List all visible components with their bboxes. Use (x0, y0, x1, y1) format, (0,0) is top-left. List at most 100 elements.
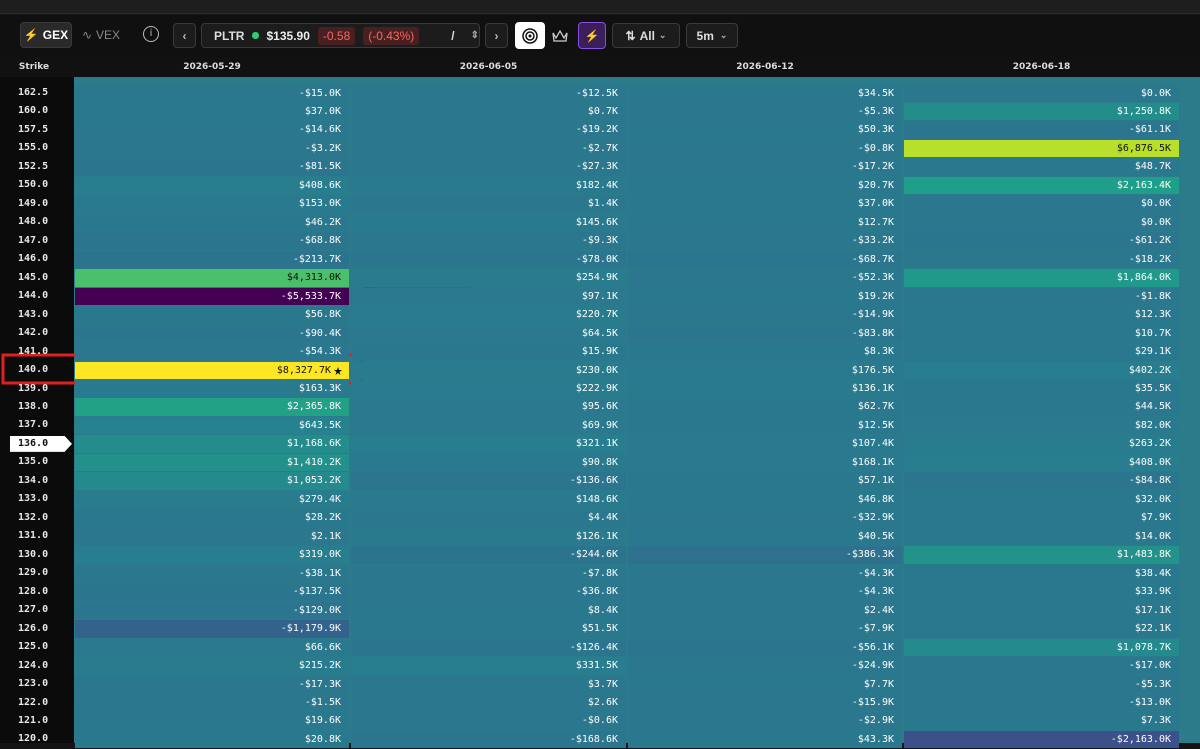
gex-cell: $8,327.7K (75, 361, 349, 380)
info-icon[interactable]: i (143, 26, 159, 42)
current-strike: 136.0 (10, 435, 72, 452)
gex-cell: $32.0K (904, 490, 1179, 509)
gex-cell: $220.7K (351, 306, 626, 324)
lightning-button[interactable]: ⚡ (578, 22, 606, 49)
prev-button[interactable]: ‹ (173, 23, 196, 48)
gex-cell: -$61.2K (904, 232, 1179, 250)
strike-label: 141.0 (18, 345, 49, 357)
gex-cell: -$7.9K (628, 620, 902, 638)
gex-cell: -$244.6K (351, 546, 626, 564)
gex-cell: $37.0K (75, 102, 349, 121)
gex-cell: $222.9K (351, 380, 626, 398)
separator: / (451, 28, 455, 43)
gex-cell: -$33.2K (628, 232, 902, 250)
interval-dropdown[interactable]: 5m ⌄ (686, 23, 738, 48)
gex-cell: $50.3K (628, 121, 902, 139)
gex-cell: $1,250.8K (904, 102, 1179, 121)
gex-cell: $8.4K (351, 601, 626, 620)
gex-cell: -$9.3K (351, 232, 626, 250)
gex-cell: -$61.1K (904, 121, 1179, 139)
gex-cell: $176.5K (628, 361, 902, 380)
gex-cell: $7.9K (904, 509, 1179, 527)
strike-label: 162.5 (18, 87, 49, 98)
gex-cell: $35.5K (904, 380, 1179, 398)
gex-cell: -$18.2K (904, 250, 1179, 269)
crown-button[interactable] (548, 22, 572, 49)
gex-cell: $64.5K (351, 324, 626, 343)
sort-icon: ⇕ (470, 30, 479, 41)
change: -0.58 (317, 26, 356, 45)
gex-cell: $107.4K (628, 435, 902, 453)
strike-label: 138.0 (18, 400, 49, 412)
gex-cell: $17.1K (904, 601, 1179, 620)
gex-cell: $2,163.4K (904, 176, 1179, 195)
gex-cell: $97.1K (351, 287, 626, 306)
target-button[interactable] (515, 22, 545, 49)
gex-cell: $12.7K (628, 213, 902, 232)
gex-cell: $34.5K (628, 84, 902, 102)
gex-cell: -$36.8K (351, 583, 626, 601)
gex-cell: $136.1K (628, 380, 902, 398)
strike-label: 145.0 (18, 271, 49, 283)
gex-cell: $331.5K (351, 657, 626, 675)
gex-cell: $69.9K (351, 416, 626, 435)
gex-cell: $19.6K (75, 712, 349, 730)
gex-cell: -$13.0K (904, 694, 1179, 712)
gex-cell: $0.0K (904, 195, 1179, 213)
strike-label: 131.0 (18, 530, 49, 542)
strike-label: 128.0 (18, 585, 49, 597)
header-row: Strike 2026-05-29 2026-06-05 2026-06-12 2026… (0, 57, 1200, 77)
strike-label: 133.0 (18, 493, 49, 505)
gex-cell: $44.5K (904, 398, 1179, 416)
strike-label: 134.0 (18, 474, 49, 486)
filter-dropdown[interactable]: ⇅ All ⌄ (612, 23, 680, 48)
gex-cell: -$1,179.9K (75, 620, 349, 638)
strike-header: Strike (18, 62, 50, 72)
gex-cell: $153.0K (75, 195, 349, 213)
gex-cell: $1,864.0K (904, 269, 1179, 287)
gex-cell: $22.1K (904, 620, 1179, 638)
gex-cell: -$137.5K (75, 583, 349, 601)
gex-cell: $12.5K (628, 416, 902, 435)
gex-cell: $1,078.7K (904, 638, 1179, 657)
next-button[interactable]: › (485, 23, 508, 48)
strike-label: 150.0 (18, 179, 49, 191)
gex-cell: -$15.0K (75, 84, 349, 102)
gex-cell: -$14.9K (628, 306, 902, 324)
gex-cell: $168.1K (628, 453, 902, 472)
strike-label: 160.0 (18, 105, 49, 117)
gex-cell: -$17.0K (904, 657, 1179, 675)
strike-label: 124.0 (18, 659, 49, 671)
gex-cell: $10.7K (904, 324, 1179, 343)
strike-label: 152.5 (18, 160, 49, 172)
gex-cell: $20.8K (75, 730, 349, 749)
gex-button[interactable]: ⚡ GEX (20, 22, 72, 48)
gex-cell: $6,876.5K (904, 139, 1179, 158)
strike-label: 146.0 (18, 253, 49, 265)
gex-cell: $4,313.0K (75, 269, 349, 287)
vex-button[interactable]: ∿ VEX (81, 28, 121, 42)
gex-cell: $12.3K (904, 306, 1179, 324)
filter-label: All (639, 28, 655, 43)
price: $135.90 (266, 28, 310, 43)
gex-cell: $402.2K (904, 361, 1179, 380)
gex-cell: -$54.3K (75, 343, 349, 361)
date-header: 2026-06-12 (736, 62, 794, 72)
gex-cell: -$84.8K (904, 472, 1179, 490)
crown-icon (552, 29, 568, 42)
gex-cell: $95.6K (351, 398, 626, 416)
gex-cell: -$32.9K (628, 509, 902, 527)
gex-cell: $1,053.2K (75, 472, 349, 490)
gex-cell: -$12.5K (351, 84, 626, 102)
interval-label: 5m (696, 28, 714, 43)
gex-cell: $254.9K (351, 269, 626, 287)
gex-cell: -$168.6K (351, 730, 626, 749)
strike-label: 123.0 (18, 678, 49, 690)
strike-label: 122.0 (18, 696, 49, 708)
gex-cell: -$14.6K (75, 121, 349, 139)
ticker-box[interactable]: PLTR $135.90 -0.58 (-0.43%) / ⇕ (201, 23, 480, 48)
gex-cell: $643.5K (75, 416, 349, 435)
gex-cell: $7.3K (904, 712, 1179, 730)
date-header: 2026-06-18 (1012, 62, 1071, 72)
gex-cell: $145.6K (351, 213, 626, 232)
